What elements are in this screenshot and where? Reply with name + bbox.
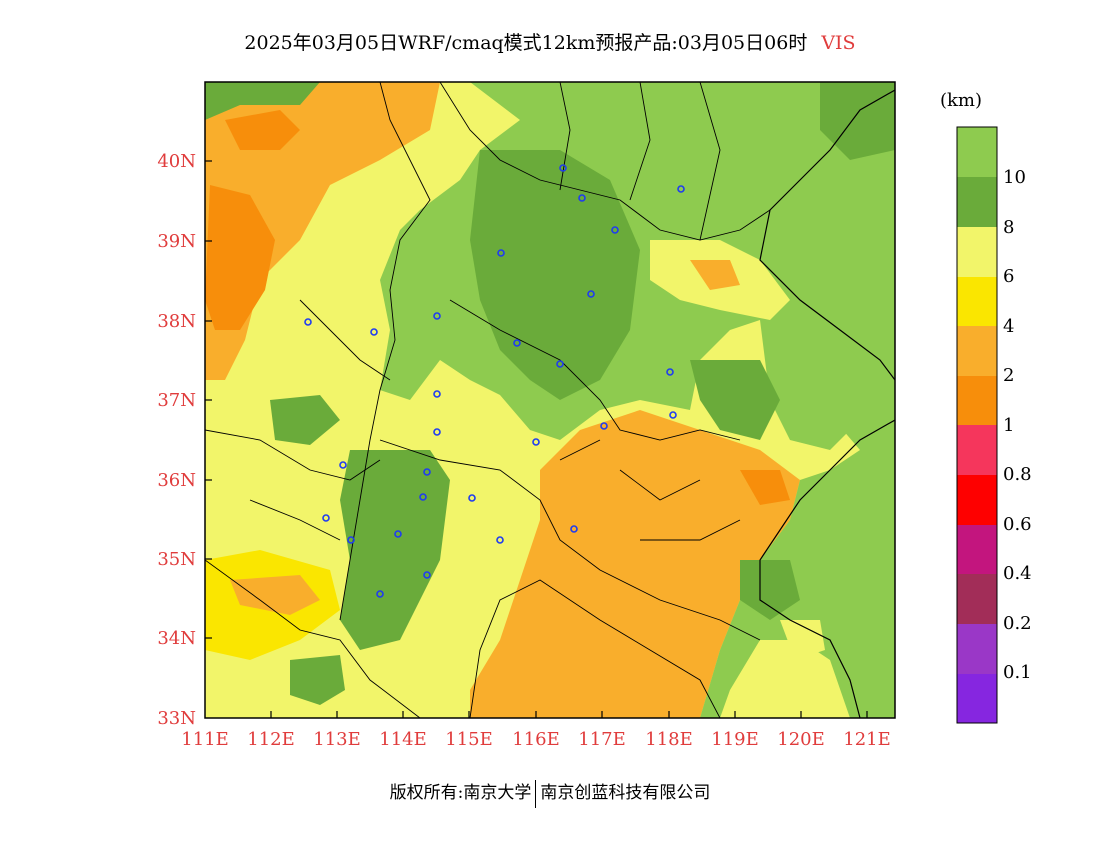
lat-label-37n: 37N	[157, 390, 196, 411]
axis-ticks	[205, 160, 868, 718]
field-west-patch-8-10km	[270, 395, 340, 445]
field-sw-patch-8-10km	[290, 655, 345, 705]
colorbar-frame	[956, 126, 998, 724]
lon-label-118e: 118E	[645, 729, 693, 750]
province-borders	[205, 82, 771, 718]
title-variable: VIS	[821, 32, 856, 54]
field-ne-corner-8-10km	[820, 82, 895, 160]
colorbar-label-0.8: 0.8	[1003, 464, 1032, 485]
footer-separator	[535, 779, 537, 808]
colorbar-swatch-lt0.1	[957, 674, 997, 723]
field-shandong-8-10km	[690, 360, 780, 440]
lat-label-39n: 39N	[157, 231, 196, 252]
colorbar-swatch-4-6	[957, 277, 997, 327]
lat-label-34n: 34N	[157, 628, 196, 649]
field-east-patch-8-10km	[740, 560, 800, 620]
title-main: 2025年03月05日WRF/cmaq模式12km预报产品:03月05日06时	[244, 32, 808, 54]
field-east-gt10km	[700, 380, 895, 718]
colorbar-label-1: 1	[1003, 415, 1015, 436]
field-east-yellow-patch	[780, 620, 825, 660]
colorbar-label-4: 4	[1003, 316, 1015, 337]
colorbar-swatch-6-8	[957, 227, 997, 277]
field-southeast-core	[590, 470, 720, 600]
colorbar-label-10: 10	[1003, 167, 1026, 188]
coastline	[759, 89, 895, 718]
city-markers	[304, 164, 685, 598]
colorbar-swatch-2-4	[957, 326, 997, 376]
field-nw-corner-8-10km	[205, 82, 320, 120]
field-se-2-4km	[740, 470, 790, 505]
map-title: 2025年03月05日WRF/cmaq模式12km预报产品:03月05日06时 V…	[0, 28, 1100, 55]
colorbar-label-2: 2	[1003, 365, 1015, 386]
lon-label-114e: 114E	[379, 729, 427, 750]
lat-label-38n: 38N	[157, 311, 196, 332]
footer-copyright: 版权所有:南京大学	[389, 783, 532, 803]
colorbar-label-0.6: 0.6	[1003, 514, 1032, 535]
colorbar-label-0.2: 0.2	[1003, 613, 1032, 634]
field-north-8-10km	[470, 150, 640, 400]
visibility-field	[205, 82, 895, 718]
lon-label-119e: 119E	[711, 729, 759, 750]
colorbar-swatch-0.1-0.2	[957, 624, 997, 674]
lon-label-112e: 112E	[247, 729, 295, 750]
lon-label-120e: 120E	[777, 729, 825, 750]
lat-label-33n: 33N	[157, 708, 196, 729]
field-nw-2-4km	[225, 110, 300, 150]
lon-label-116e: 116E	[512, 729, 560, 750]
colorbar-swatch-gt10	[957, 127, 997, 177]
field-west-4-6km	[205, 82, 440, 380]
field-ne-orange-4-6km	[690, 260, 740, 290]
colorbar-swatch-0.2-0.4	[957, 574, 997, 624]
colorbar-swatch-0.6-0.8	[957, 475, 997, 525]
colorbar-swatch-8-10	[957, 177, 997, 227]
colorbar-unit: (km)	[940, 90, 983, 111]
lon-label-117e: 117E	[578, 729, 626, 750]
lat-label-40n: 40N	[157, 151, 196, 172]
colorbar-swatch-1-2	[957, 376, 997, 426]
lon-label-113e: 113E	[313, 729, 361, 750]
lon-label-111e: 111E	[181, 729, 229, 750]
colorbar-label-6: 6	[1003, 266, 1015, 287]
lat-label-36n: 36N	[157, 470, 196, 491]
lon-label-121e: 121E	[843, 729, 891, 750]
colorbar	[956, 126, 998, 724]
colorbar-swatch-0.8-1	[957, 425, 997, 475]
colorbar-swatch-0.4-0.6	[957, 525, 997, 575]
field-shandong-gt10km	[760, 320, 860, 450]
colorbar-label-0.4: 0.4	[1003, 563, 1032, 584]
colorbar-label-8: 8	[1003, 217, 1015, 238]
lat-label-35n: 35N	[157, 549, 196, 570]
copyright-footer: 版权所有:南京大学 南京创蓝科技有限公司	[0, 778, 1100, 808]
footer-company: 南京创蓝科技有限公司	[540, 783, 711, 803]
field-sw-orange-4-6km	[230, 575, 320, 615]
colorbar-label-0.1: 0.1	[1003, 662, 1032, 683]
lon-label-115e: 115E	[445, 729, 493, 750]
field-west-2-4km	[205, 185, 275, 330]
